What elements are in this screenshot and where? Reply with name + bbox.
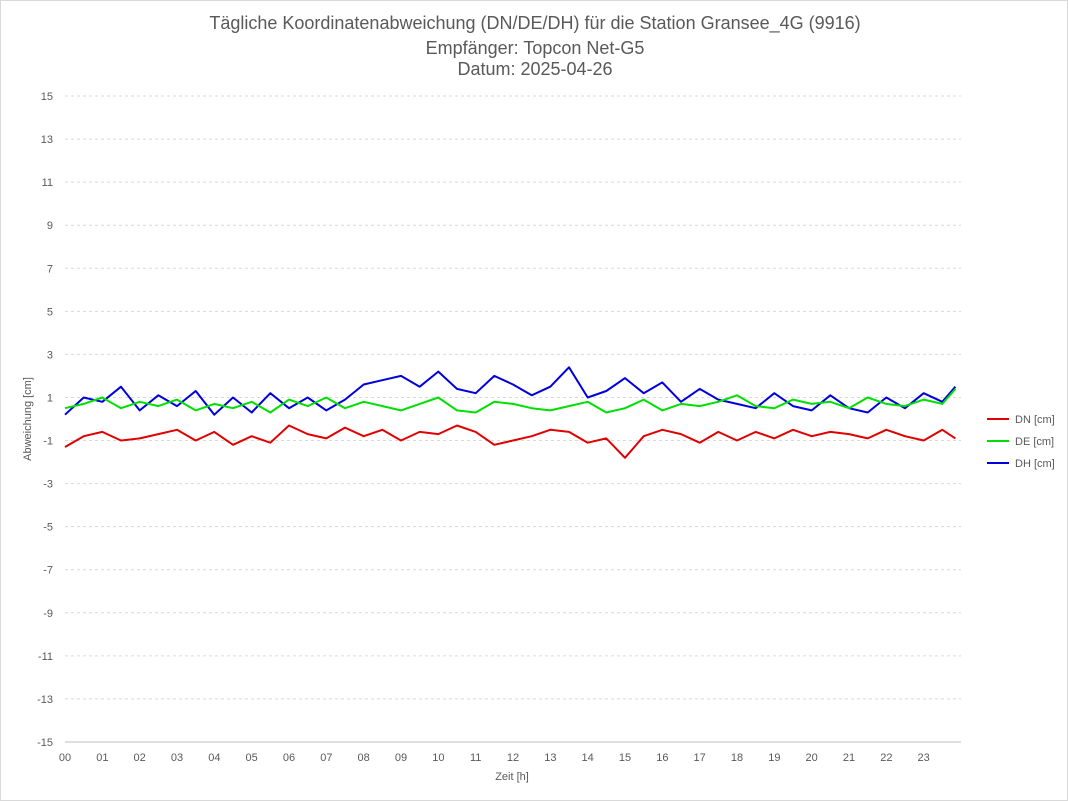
x-tick-label: 08 [358,752,370,764]
y-tick-label: -13 [37,694,53,706]
x-tick-label: 15 [619,752,631,764]
y-tick-label: 7 [47,263,53,275]
y-tick-label: -7 [43,565,53,577]
y-tick-label: -1 [43,436,53,448]
x-tick-label: 14 [582,752,594,764]
grid-lines [65,95,961,743]
y-tick-label: 15 [41,91,53,103]
y-tick-label: 3 [47,349,53,361]
x-axis-label: Zeit [h] [495,771,529,783]
x-tick-label: 18 [731,752,743,764]
y-tick-label: -9 [43,608,53,620]
legend: DN [cm] DE [cm] DH [cm] [987,414,1055,470]
x-tick-label: 23 [918,752,930,764]
x-tick-label: 17 [694,752,706,764]
x-tick-label: 21 [843,752,855,764]
x-tick-label: 05 [246,752,258,764]
chart-title-line-1: Tägliche Koordinatenabweichung (DN/DE/DH… [209,13,861,33]
x-tick-label: 13 [544,752,556,764]
series-lines [64,366,957,459]
y-tick-label: 11 [42,177,53,189]
y-tick-label: 13 [41,134,53,146]
legend-label: DH [cm] [1015,458,1055,470]
x-tick-label: 10 [432,752,444,764]
y-tick-label: 5 [47,306,53,318]
y-tick-label: -5 [43,522,53,534]
x-tick-label: 09 [395,752,407,764]
x-tick-label: 19 [768,752,780,764]
x-tick-label: 04 [208,752,220,764]
series-line-dn [64,424,956,459]
x-tick-label: 00 [59,752,71,764]
x-tick-label: 12 [507,752,519,764]
y-tick-label: 9 [47,220,53,232]
y-tick-label: -11 [38,651,53,663]
x-tick-label: 01 [96,752,108,764]
x-tick-label: 22 [880,752,892,764]
x-tick-label: 07 [320,752,332,764]
x-tick-label: 02 [134,752,146,764]
y-tick-label: -15 [37,737,53,749]
x-tick-label: 16 [656,752,668,764]
x-tick-label: 11 [470,752,481,764]
x-tick-label: 20 [806,752,818,764]
chart-title-line-2: Empfänger: Topcon Net-G5 [425,38,645,58]
y-axis-label: Abweichung [cm] [22,377,34,461]
legend-label: DN [cm] [1015,414,1055,426]
y-tick-label: -3 [43,479,53,491]
x-tick-label: 03 [171,752,183,764]
series-line-dh [64,366,957,416]
x-tick-labels: 00 01 02 03 04 05 06 07 08 09 10 11 12 13 14 15 16 17 18 19… [59,752,930,764]
y-tick-label: 1 [47,392,53,404]
chart-title-line-3: Datum: 2025-04-26 [457,59,613,79]
x-tick-label: 06 [283,752,295,764]
y-tick-labels: 15 13 11 9 7 5 3 1 -1 -3 -5 -7 -9 -11 -13 -15 [37,91,53,749]
legend-label: DE [cm] [1015,436,1054,448]
series-line-de [64,388,957,414]
